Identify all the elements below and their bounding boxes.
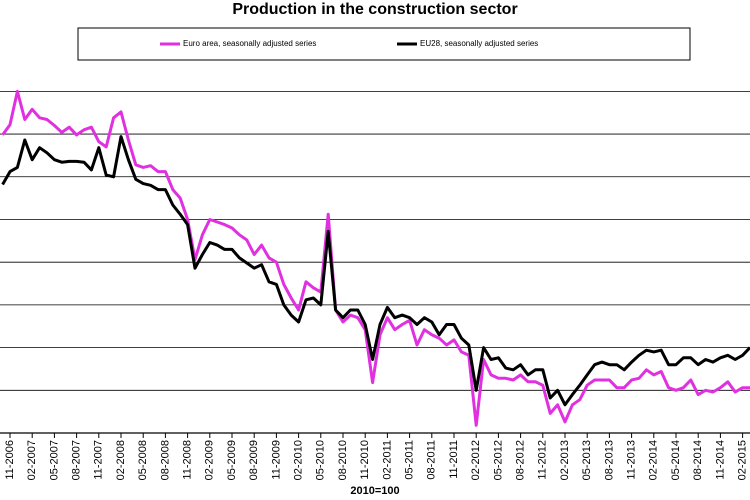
x-tick-label: 05-2011 — [404, 440, 416, 480]
x-tick-label: 11-2009 — [270, 440, 282, 480]
x-tick-label: 08-2010 — [337, 440, 349, 480]
legend-label: Euro area, seasonally adjusted series — [183, 39, 316, 48]
x-tick-label: 11-2014 — [714, 440, 726, 480]
x-tick-label: 11-2008 — [182, 440, 194, 480]
x-tick-label: 02-2014 — [648, 440, 660, 480]
x-tick-label: 08-2011 — [426, 440, 438, 480]
x-tick-label: 11-2011 — [448, 440, 460, 479]
line-series — [1, 135, 750, 407]
x-tick-label: 02-2010 — [293, 440, 305, 480]
x-tick-label: 05-2007 — [48, 440, 60, 480]
line-series — [1, 89, 750, 427]
x-tick-label: 08-2012 — [515, 440, 527, 480]
x-tick-label: 02-2009 — [204, 440, 216, 480]
chart-title: Production in the construction sector — [232, 1, 517, 18]
x-tick-label: 05-2013 — [581, 440, 593, 480]
x-tick-label: 11-2012 — [537, 440, 549, 480]
x-tick-label: 05-2009 — [226, 440, 238, 480]
x-tick-label: 08-2014 — [692, 440, 704, 480]
x-tick-label: 11-2013 — [626, 440, 638, 480]
x-tick-label: 08-2008 — [159, 440, 171, 480]
x-tick-label: 08-2013 — [603, 440, 615, 480]
x-axis-label: 2010=100 — [350, 485, 399, 497]
legend-label: EU28, seasonally adjusted series — [420, 39, 538, 48]
x-tick-label: 02-2012 — [470, 440, 482, 480]
x-tick-label: 02-2013 — [559, 440, 571, 480]
x-tick-label: 02-2011 — [381, 440, 393, 480]
x-tick-label: 11-2007 — [93, 440, 105, 480]
x-tick-label: 02-2015 — [737, 440, 749, 480]
x-tick-label: 11-2010 — [359, 440, 371, 480]
x-tick-label: 05-2012 — [492, 440, 504, 480]
x-tick-label: 08-2009 — [248, 440, 260, 480]
x-tick-label: 02-2008 — [115, 440, 127, 480]
x-tick-label: 11-2006 — [4, 440, 16, 480]
x-tick-label: 05-2008 — [137, 440, 149, 480]
x-tick-label: 05-2010 — [315, 440, 327, 480]
x-tick-label: 02-2007 — [26, 440, 38, 480]
x-tick-label: 08-2007 — [71, 440, 83, 480]
x-tick-label: 05-2014 — [670, 440, 682, 480]
